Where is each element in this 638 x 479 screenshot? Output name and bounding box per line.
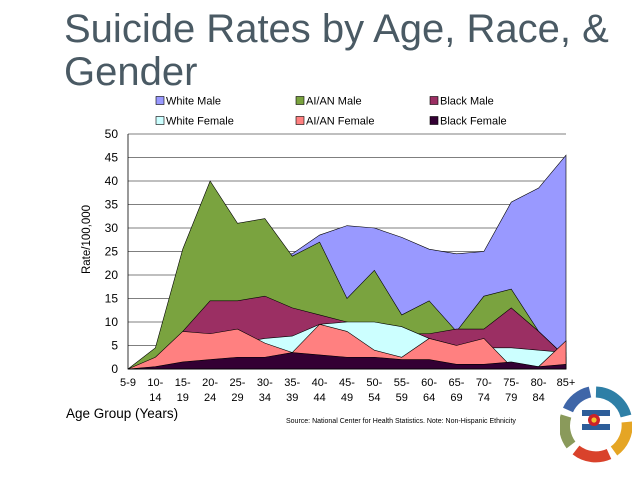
legend-swatch-black-female (429, 116, 439, 125)
y-tick-label: 5 (111, 339, 118, 353)
x-tick-label: 24 (204, 392, 216, 404)
title-line-2: Gender (64, 50, 198, 94)
x-tick-label: 39 (286, 392, 298, 404)
legend-label-black-male: Black Male (440, 96, 494, 108)
legend-swatch-ai-an-male (295, 96, 305, 105)
legend-label-ai-an-female: AI/AN Female (306, 116, 374, 128)
colorado-circle-logo-icon (560, 386, 632, 463)
x-tick-label: 40- (312, 377, 328, 389)
x-tick-label: 79 (505, 392, 517, 404)
y-tick-label: 25 (105, 245, 119, 259)
title-line-1: Suicide Rates by Age, Race, & (64, 7, 609, 51)
y-axis-title: Rate/100,000 (81, 205, 93, 274)
x-axis-title: Age Group (Years) (66, 406, 179, 421)
x-tick-label: 64 (423, 392, 435, 404)
x-tick-label: 60- (421, 377, 437, 389)
legend-label-ai-an-male: AI/AN Male (306, 96, 362, 108)
x-tick-label: 10- (147, 377, 163, 389)
x-tick-label: 15- (175, 377, 191, 389)
x-tick-label: 14 (149, 392, 161, 404)
x-tick-label: 5-9 (120, 377, 136, 389)
y-tick-label: 50 (105, 127, 119, 141)
x-tick-label: 65- (449, 377, 465, 389)
y-tick-label: 0 (111, 362, 118, 376)
x-tick-label: 29 (231, 392, 243, 404)
x-tick-label: 75- (503, 377, 519, 389)
legend-label-white-male: White Male (166, 96, 221, 108)
x-tick-label: 59 (396, 392, 408, 404)
x-tick-label: 19 (177, 392, 189, 404)
y-tick-label: 30 (105, 221, 119, 235)
x-tick-label: 44 (314, 392, 326, 404)
slide-title: Suicide Rates by Age, Race, & Gender (64, 7, 609, 94)
x-tick-label: 80- (531, 377, 547, 389)
x-tick-label: 34 (259, 392, 271, 404)
legend-swatch-ai-an-female (295, 116, 305, 125)
y-tick-label: 10 (105, 315, 119, 329)
x-tick-label: 55- (394, 377, 410, 389)
x-tick-label: 45- (339, 377, 355, 389)
x-tick-label: 50- (366, 377, 382, 389)
x-tick-label: 85+ (557, 377, 576, 389)
x-tick-label: 20- (202, 377, 218, 389)
legend-swatch-white-male (155, 96, 165, 105)
x-tick-label: 54 (368, 392, 380, 404)
y-tick-label: 15 (105, 292, 119, 306)
y-tick-label: 45 (105, 151, 119, 165)
y-tick-label: 35 (105, 198, 119, 212)
legend-label-white-female: White Female (166, 116, 234, 128)
legend-swatch-white-female (155, 116, 165, 125)
source-note: Source: National Center for Health Stati… (286, 418, 516, 425)
x-tick-label: 74 (478, 392, 490, 404)
x-tick-label: 69 (450, 392, 462, 404)
y-tick-label: 40 (105, 174, 119, 188)
x-tick-label: 25- (230, 377, 246, 389)
legend-label-black-female: Black Female (440, 116, 507, 128)
x-tick-label: 49 (341, 392, 353, 404)
x-tick-label: 84 (533, 392, 545, 404)
x-tick-label: 30- (257, 377, 273, 389)
x-tick-label: 35- (284, 377, 300, 389)
x-tick-label: 70- (476, 377, 492, 389)
legend-swatch-black-male (429, 96, 439, 105)
area-series-black-female (127, 352, 567, 370)
y-tick-label: 20 (105, 268, 119, 282)
